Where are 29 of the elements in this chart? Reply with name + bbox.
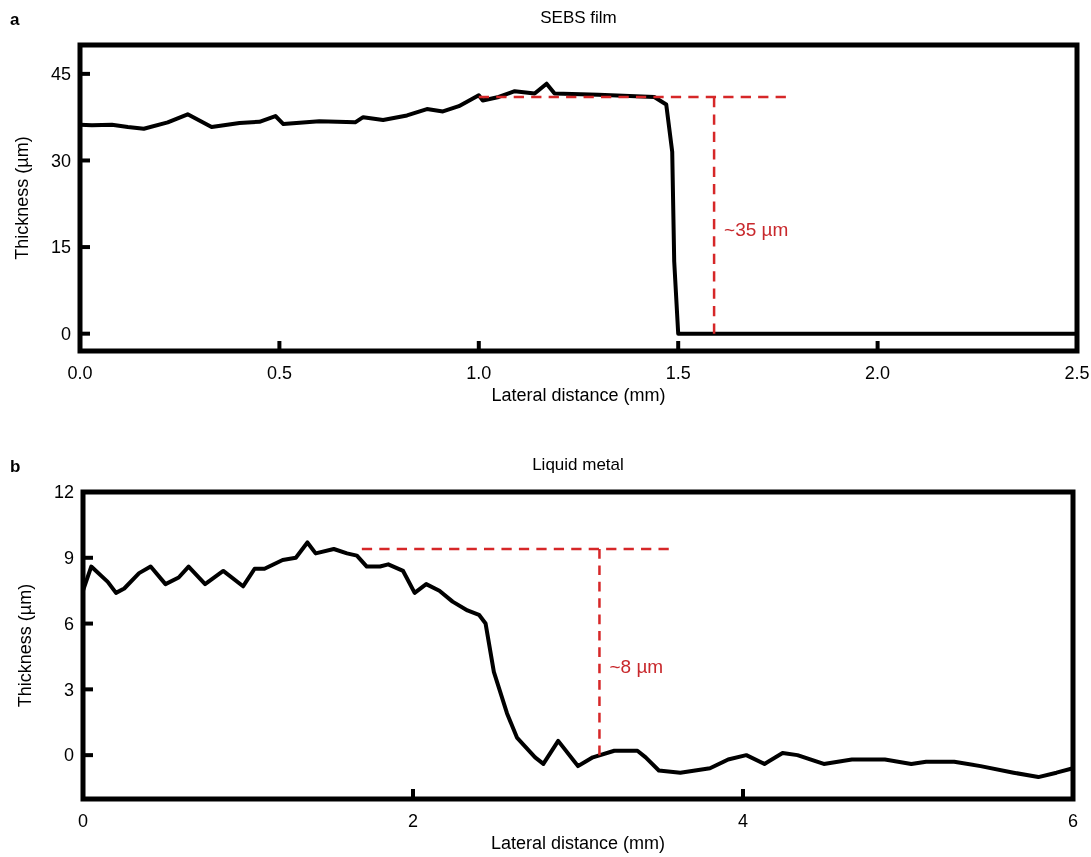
annotation: ~8 µm [609, 655, 664, 677]
x-tick-label: 0.5 [266, 363, 292, 383]
x-tick-label: 2 [407, 811, 419, 831]
x-tick-label: 1.5 [665, 363, 691, 383]
text: a [10, 10, 20, 29]
y-tick-label: 3 [63, 679, 74, 700]
x-tick-label: 6 [1067, 811, 1079, 831]
y-tick-label: 45 [50, 64, 71, 85]
y-tick-label: 30 [50, 150, 71, 171]
x-tick-label: 0.0 [67, 363, 93, 383]
y-tick-label: 6 [63, 613, 74, 634]
text: b [10, 457, 21, 476]
x-tick-label: 2.0 [865, 363, 891, 383]
x-tick-label: 0 [77, 811, 89, 831]
x-tick-label: 4 [737, 811, 749, 831]
x-tick-label: 2.5 [1064, 363, 1090, 383]
y-axis-title: Thickness (µm) [12, 136, 32, 260]
y-tick-label: 0 [60, 323, 71, 344]
x-axis-title: Lateral distance (mm) [491, 385, 666, 405]
y-tick-label: 15 [50, 237, 71, 258]
y-axis-title: Thickness (µm) [15, 583, 35, 708]
x-axis-title: Lateral distance (mm) [490, 833, 666, 853]
chart-title: Liquid metal [532, 455, 624, 474]
y-tick-label: 9 [63, 548, 74, 569]
y-tick-label: 0 [63, 745, 74, 766]
y-tick-label: 12 [53, 482, 74, 503]
annotation: ~35 µm [724, 218, 789, 240]
x-tick-label: 1.0 [466, 363, 492, 383]
chart-title: SEBS film [540, 8, 617, 27]
